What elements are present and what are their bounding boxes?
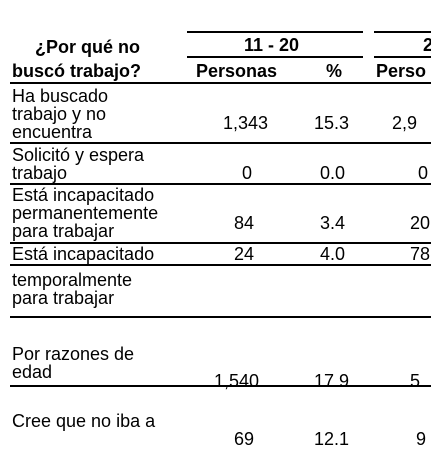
row-label: Está incapacitado [12,244,155,264]
row-rule [10,142,431,144]
header-bottom-rule [10,82,431,84]
header-question-line2: buscó trabajo? [12,61,142,81]
row-label: Por razones de edad [12,344,135,382]
header-col-personas-cut: Perso [376,61,427,81]
row-label: Solicitó y espera trabajo [12,145,145,183]
row-label: Ha buscado trabajo y no encuentra [12,86,109,142]
row-label: temporalmente para trabajar [12,270,133,308]
group1-top-rule [187,31,363,33]
row-personas: 24 [234,244,255,264]
row-next: 20 [410,213,431,233]
row-personas: 69 [234,429,255,449]
row-personas: 84 [234,213,255,233]
row-label: Está incapacitado permanentemente para tra… [12,185,159,241]
row-pct: 0.0 [320,163,346,183]
row-personas: 1,540 [214,371,260,391]
header-col-personas: Personas [196,61,278,81]
row-pct: 15.3 [314,113,350,133]
header-question-line1: ¿Por qué no [35,37,140,57]
row-next: 5 [410,371,421,391]
group1-underline [187,56,363,58]
row-pct: 3.4 [320,213,346,233]
row-pct: 4.0 [320,244,346,264]
header-group1: 11 - 20 [244,35,300,55]
row-next: 0 [418,163,429,183]
row-next: 2,9 [392,113,418,133]
group2-top-rule [374,31,431,33]
row-personas: 0 [242,163,253,183]
row-pct: 17.9 [314,371,350,391]
row-rule [10,183,431,185]
group2-underline [374,56,431,58]
row-next: 9 [416,429,427,449]
row-personas: 1,343 [223,113,269,133]
header-col-pct: % [326,61,343,81]
row-rule [10,385,431,387]
header-group2: 2 [423,35,431,55]
row-rule [10,316,431,318]
row-next: 78 [410,244,431,264]
row-rule [10,242,431,244]
row-rule [10,264,431,266]
row-pct: 12.1 [314,429,350,449]
row-label: Cree que no iba a [12,411,156,431]
